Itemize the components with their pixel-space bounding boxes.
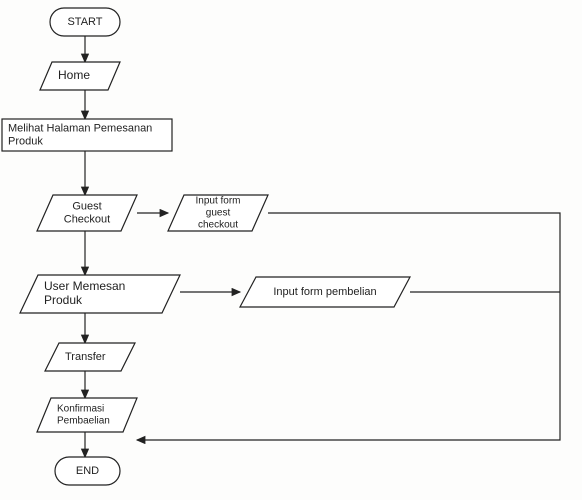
node-guestForm-label: Input form xyxy=(195,196,240,207)
node-confirm: KonfirmasiPembaelian xyxy=(37,398,137,432)
node-end-label: END xyxy=(76,465,99,477)
flowchart-canvas: STARTHomeMelihat Halaman PemesananProduk… xyxy=(0,0,582,500)
node-guestCk-label2: Checkout xyxy=(64,213,110,225)
node-start: START xyxy=(50,8,120,36)
node-guestCk-label: Guest xyxy=(72,200,101,212)
node-end: END xyxy=(55,457,120,485)
node-buyForm: Input form pembelian xyxy=(240,277,410,307)
node-confirm-label: Konfirmasi xyxy=(57,404,104,415)
node-userOrder-label: User Memesan xyxy=(44,279,125,293)
node-home: Home xyxy=(40,62,120,90)
node-userOrder: User MemesanProduk xyxy=(20,275,180,313)
node-viewPage-label2: Produk xyxy=(8,135,43,147)
node-viewPage-label: Melihat Halaman Pemesanan xyxy=(8,122,152,134)
edges-layer xyxy=(85,36,560,457)
node-home-label: Home xyxy=(58,68,90,82)
node-guestForm: Input formguestcheckout xyxy=(168,195,268,231)
node-guestForm-label2: guest xyxy=(206,208,231,219)
node-userOrder-label2: Produk xyxy=(44,293,83,307)
edge-guestForm-mergeEnd xyxy=(137,213,560,440)
node-viewPage: Melihat Halaman PemesananProduk xyxy=(2,119,172,151)
node-start-label: START xyxy=(67,16,102,28)
node-confirm-label2: Pembaelian xyxy=(57,416,110,427)
node-guestForm-label3: checkout xyxy=(198,220,238,231)
node-guestCk: GuestCheckout xyxy=(37,195,137,231)
nodes-layer: STARTHomeMelihat Halaman PemesananProduk… xyxy=(2,8,410,485)
node-transfer: Transfer xyxy=(45,343,135,371)
node-transfer-label: Transfer xyxy=(65,351,106,363)
node-buyForm-label: Input form pembelian xyxy=(273,286,376,298)
